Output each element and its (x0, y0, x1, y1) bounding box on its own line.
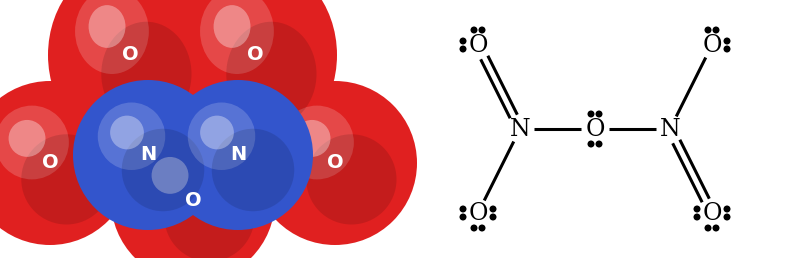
Ellipse shape (294, 120, 330, 157)
Text: N: N (230, 146, 246, 165)
Circle shape (588, 110, 595, 117)
Ellipse shape (164, 171, 255, 258)
Ellipse shape (226, 22, 317, 126)
Circle shape (723, 214, 730, 221)
Circle shape (723, 37, 730, 44)
Ellipse shape (102, 22, 191, 126)
Circle shape (693, 206, 700, 213)
Circle shape (596, 141, 603, 148)
Text: N: N (660, 117, 680, 141)
Ellipse shape (0, 106, 69, 179)
Circle shape (460, 214, 467, 221)
Circle shape (704, 224, 711, 231)
Ellipse shape (173, 0, 337, 150)
Text: O: O (185, 190, 202, 209)
Ellipse shape (214, 5, 250, 48)
Ellipse shape (306, 134, 396, 224)
Ellipse shape (200, 116, 234, 149)
Ellipse shape (253, 81, 417, 245)
Ellipse shape (89, 5, 125, 48)
Ellipse shape (98, 102, 165, 170)
Text: N: N (140, 146, 156, 165)
Circle shape (588, 141, 595, 148)
Ellipse shape (9, 120, 45, 157)
Ellipse shape (21, 134, 111, 224)
Ellipse shape (110, 116, 144, 149)
Circle shape (712, 224, 719, 231)
Text: O: O (121, 45, 138, 64)
Circle shape (479, 224, 485, 231)
Ellipse shape (111, 118, 275, 258)
Ellipse shape (280, 106, 354, 179)
Ellipse shape (212, 129, 295, 211)
Circle shape (596, 110, 603, 117)
Circle shape (460, 37, 467, 44)
Circle shape (489, 214, 496, 221)
Ellipse shape (163, 80, 313, 230)
Text: O: O (247, 45, 264, 64)
Circle shape (489, 206, 496, 213)
Circle shape (460, 45, 467, 52)
Circle shape (471, 27, 477, 34)
Text: O: O (326, 154, 343, 173)
Circle shape (693, 214, 700, 221)
Ellipse shape (75, 0, 148, 74)
Circle shape (704, 27, 711, 34)
Circle shape (471, 224, 477, 231)
Circle shape (460, 206, 467, 213)
Ellipse shape (138, 143, 212, 216)
Circle shape (723, 206, 730, 213)
Ellipse shape (48, 0, 212, 150)
Ellipse shape (73, 80, 223, 230)
Circle shape (479, 27, 485, 34)
Text: O: O (702, 201, 722, 224)
Text: O: O (702, 34, 722, 57)
Text: O: O (585, 117, 605, 141)
Text: O: O (42, 154, 58, 173)
Text: N: N (510, 117, 530, 141)
Ellipse shape (200, 0, 274, 74)
Ellipse shape (152, 157, 188, 194)
Text: O: O (468, 201, 488, 224)
Ellipse shape (187, 102, 255, 170)
Text: O: O (468, 34, 488, 57)
Ellipse shape (0, 81, 132, 245)
Ellipse shape (121, 129, 204, 211)
Circle shape (712, 27, 719, 34)
Circle shape (723, 45, 730, 52)
